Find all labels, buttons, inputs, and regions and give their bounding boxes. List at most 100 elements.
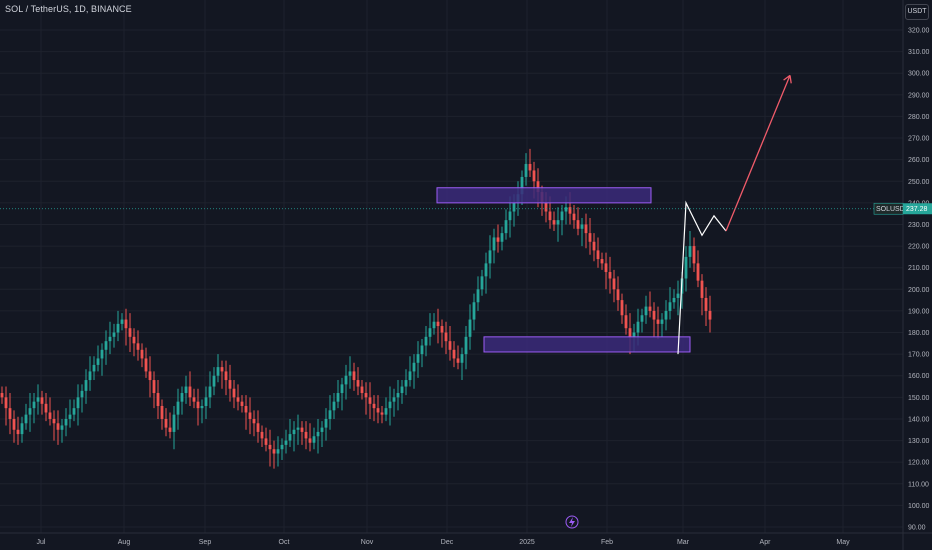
candle-body <box>316 431 320 437</box>
price-tick-label: 100.00 <box>908 503 930 510</box>
candle-body <box>696 263 700 281</box>
candle-body <box>336 393 340 402</box>
lightning-icon <box>565 515 579 529</box>
candle-body <box>496 237 500 242</box>
candle-body <box>132 336 136 344</box>
candle-body <box>480 276 484 290</box>
candle-body <box>40 397 44 404</box>
candle-body <box>120 319 124 324</box>
candle-body <box>620 300 624 316</box>
candle-body <box>156 393 160 406</box>
candle-body <box>128 328 132 337</box>
candle-body <box>196 401 200 409</box>
candle-body <box>652 310 656 320</box>
candle-body <box>168 427 172 432</box>
price-tick-label: 300.00 <box>908 71 930 78</box>
price-tick-label: 120.00 <box>908 460 930 467</box>
candle-body <box>468 319 472 337</box>
candle-body <box>544 202 548 212</box>
price-tick-label: 230.00 <box>908 222 930 229</box>
candle-body <box>600 259 604 264</box>
candle-body <box>0 393 4 398</box>
candle-body <box>500 233 504 242</box>
candle-body <box>632 332 636 337</box>
candle-body <box>4 397 8 409</box>
candle-body <box>564 207 568 212</box>
candle-body <box>348 371 352 376</box>
candle-body <box>432 321 436 329</box>
candle-body <box>448 341 452 350</box>
candle-body <box>572 213 576 221</box>
candle-body <box>616 289 620 301</box>
candle-body <box>204 397 208 406</box>
lightning-glyph <box>569 517 575 527</box>
candle-body <box>528 163 532 171</box>
candle-body <box>176 401 180 415</box>
candle-body <box>456 358 460 363</box>
symbol-tag-label: SOLUSDT <box>876 206 910 213</box>
candle-body <box>88 371 92 381</box>
time-tick-label: Nov <box>361 539 374 546</box>
candle-body <box>300 427 304 432</box>
price-tick-label: 210.00 <box>908 265 930 272</box>
candle-body <box>412 362 416 372</box>
candle-body <box>12 418 16 430</box>
candle-body <box>552 220 556 225</box>
candle-body <box>124 319 128 329</box>
candle-body <box>440 326 444 333</box>
candle-body <box>264 438 268 445</box>
candle-body <box>284 440 288 445</box>
zone-support <box>483 336 691 353</box>
price-tick-label: 310.00 <box>908 49 930 56</box>
candle-body <box>240 401 244 406</box>
candle-body <box>380 412 384 415</box>
candle-body <box>664 310 668 320</box>
candle-body <box>96 358 100 365</box>
price-tick-label: 200.00 <box>908 287 930 294</box>
candle-body <box>244 405 248 413</box>
chart-grid <box>0 0 903 533</box>
candle-body <box>624 315 628 329</box>
chart-title: SOL / TetherUS, 1D, BINANCE <box>5 4 132 14</box>
candle-body <box>108 336 112 342</box>
currency-button[interactable]: USDT <box>905 4 929 20</box>
candle-body <box>84 380 88 391</box>
candle-body <box>612 278 616 290</box>
candle-body <box>560 211 564 221</box>
time-tick-label: May <box>836 539 850 546</box>
event-flag[interactable] <box>565 515 579 529</box>
candle-body <box>136 343 140 350</box>
price-axis[interactable]: 90.00 100.00 110.00 120.00 130.00 140.00 150.0… <box>873 0 932 550</box>
candle-body <box>580 224 584 229</box>
candle-body <box>704 297 708 311</box>
time-tick-label: Dec <box>441 539 454 546</box>
candle-body <box>252 418 256 424</box>
candle-body <box>708 310 712 320</box>
candle-body <box>444 332 448 342</box>
candle-body <box>280 444 284 450</box>
candle-body <box>260 431 264 439</box>
candle-body <box>368 397 372 404</box>
time-axis[interactable]: Jul Aug Sep Oct Nov Dec 2025 Feb Mar Apr May <box>0 532 932 546</box>
zone-resistance <box>436 187 652 204</box>
candle-body <box>112 332 116 337</box>
candle-body <box>212 375 216 387</box>
price-tick-label: 160.00 <box>908 373 930 380</box>
projection-drawings[interactable] <box>677 74 792 355</box>
candle-body <box>660 319 664 324</box>
candle-body <box>512 202 516 212</box>
candle-body <box>644 306 648 316</box>
candle-body <box>48 412 52 419</box>
projection-path <box>677 200 727 355</box>
candle-body <box>396 393 400 398</box>
candle-body <box>648 306 652 311</box>
candle-body <box>504 220 508 234</box>
price-tick-label: 180.00 <box>908 330 930 337</box>
price-tick-label: 320.00 <box>908 28 930 35</box>
zone-boxes[interactable] <box>436 187 691 353</box>
candle-body <box>28 408 32 415</box>
arrow-head <box>783 74 791 81</box>
price-tick-label: 190.00 <box>908 308 930 315</box>
candle-body <box>44 403 48 413</box>
